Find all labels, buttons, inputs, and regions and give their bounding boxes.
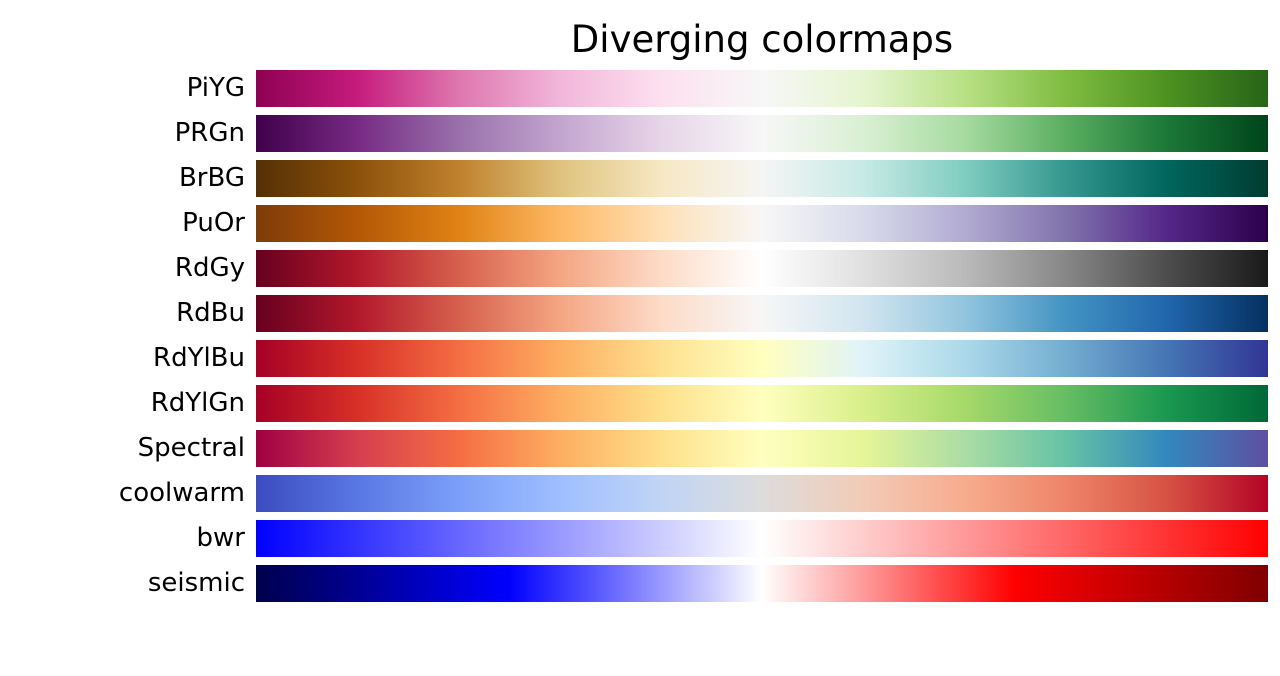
colormap-row-bwr: bwr (0, 520, 1280, 557)
colormap-row-coolwarm: coolwarm (0, 475, 1280, 512)
colormap-bar-spectral (256, 430, 1268, 467)
colormap-bar-bwr (256, 520, 1268, 557)
colormap-bar-rdbu (256, 295, 1268, 332)
colormap-label: RdBu (176, 298, 245, 328)
colormap-label: PuOr (182, 208, 245, 238)
colormap-row-rdylgn: RdYlGn (0, 385, 1280, 422)
colormap-label: RdYlGn (150, 388, 245, 418)
colormap-label: bwr (196, 523, 245, 553)
colormap-label: Spectral (137, 433, 245, 463)
colormap-bar-rdgy (256, 250, 1268, 287)
colormap-bar-prgn (256, 115, 1268, 152)
colormap-row-rdgy: RdGy (0, 250, 1280, 287)
colormap-row-spectral: Spectral (0, 430, 1280, 467)
colormap-label: BrBG (178, 163, 245, 193)
colormap-row-seismic: seismic (0, 565, 1280, 602)
colormap-row-rdbu: RdBu (0, 295, 1280, 332)
colormap-bar-rdylbu (256, 340, 1268, 377)
colormap-label: PRGn (174, 118, 245, 148)
colormap-row-puor: PuOr (0, 205, 1280, 242)
colormap-bar-seismic (256, 565, 1268, 602)
colormap-bar-brbg (256, 160, 1268, 197)
colormap-row-brbg: BrBG (0, 160, 1280, 197)
colormap-label: seismic (147, 568, 245, 598)
colormap-bar-coolwarm (256, 475, 1268, 512)
colormap-bar-puor (256, 205, 1268, 242)
chart-title: Diverging colormaps (570, 18, 954, 61)
colormap-label: coolwarm (118, 478, 245, 508)
colormap-label: PiYG (186, 73, 245, 103)
colormap-bar-rdylgn (256, 385, 1268, 422)
colormap-row-prgn: PRGn (0, 115, 1280, 152)
colormap-row-rdylbu: RdYlBu (0, 340, 1280, 377)
colormap-bar-piyg (256, 70, 1268, 107)
colormap-label: RdYlBu (153, 343, 245, 373)
colormap-row-piyg: PiYG (0, 70, 1280, 107)
colormap-label: RdGy (174, 253, 245, 283)
